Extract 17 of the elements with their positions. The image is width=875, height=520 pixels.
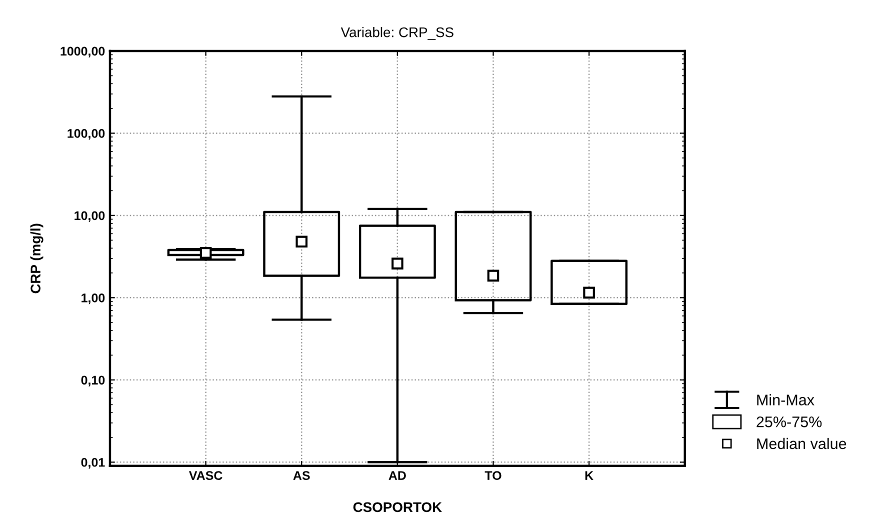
x-tick-label: K — [585, 471, 594, 480]
y-tick-label: 10,00 — [74, 211, 105, 222]
y-axis-title: CRP (mg/l) — [30, 224, 44, 294]
y-tick-label: 100,00 — [68, 129, 105, 140]
text: Median value — [757, 438, 846, 450]
x-axis-title: CSOPORTOK — [353, 502, 442, 512]
y-tick-label: 0,01 — [81, 458, 105, 469]
x-tick-label: TO — [484, 471, 502, 480]
y-tick-label: 1,00 — [82, 293, 105, 304]
text: Min-Max — [757, 394, 814, 406]
x-tick-label: AD — [388, 471, 406, 480]
chart-title: Variable: CRP_SS — [340, 27, 454, 40]
x-tick-label: VASC — [188, 471, 222, 480]
y-tick-label: 1000,00 — [60, 46, 105, 58]
y-tick-label: 0,10 — [81, 376, 105, 386]
text: 25%-75% — [756, 416, 822, 428]
x-tick-label: AS — [293, 471, 310, 480]
